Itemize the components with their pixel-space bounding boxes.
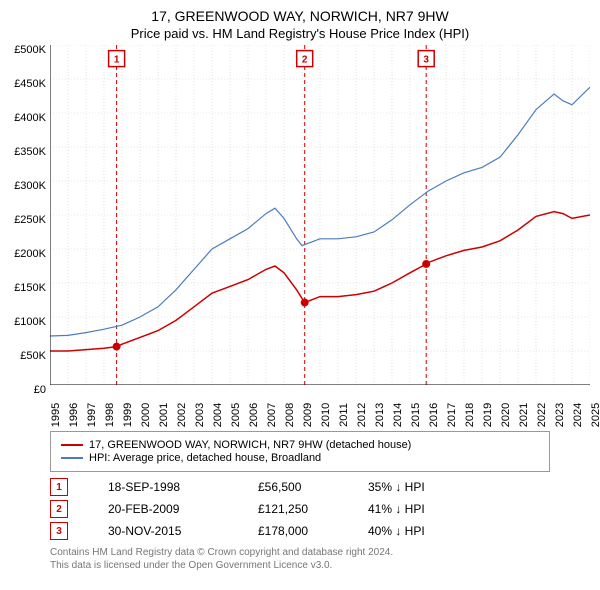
x-tick-label: 2001 bbox=[158, 403, 170, 427]
x-tick-label: 2003 bbox=[194, 403, 206, 427]
y-tick-label: £100K bbox=[14, 316, 46, 328]
x-tick-label: 2024 bbox=[572, 403, 584, 427]
legend: 17, GREENWOOD WAY, NORWICH, NR7 9HW (det… bbox=[50, 431, 550, 472]
y-tick-label: £300K bbox=[14, 180, 46, 192]
legend-row: HPI: Average price, detached house, Broa… bbox=[61, 452, 539, 464]
svg-text:2: 2 bbox=[302, 55, 308, 66]
legend-row: 17, GREENWOOD WAY, NORWICH, NR7 9HW (det… bbox=[61, 439, 539, 451]
x-tick-label: 2002 bbox=[176, 403, 188, 427]
transaction-date: 18-SEP-1998 bbox=[108, 480, 218, 494]
transaction-price: £56,500 bbox=[258, 480, 328, 494]
transaction-table: 1 18-SEP-1998 £56,500 35% ↓ HPI 2 20-FEB-2009… bbox=[50, 478, 550, 540]
x-tick-label: 2019 bbox=[482, 403, 494, 427]
y-tick-label: £350K bbox=[14, 146, 46, 158]
y-tick-label: £50K bbox=[20, 350, 46, 362]
x-tick-label: 2010 bbox=[320, 403, 332, 427]
legend-swatch-hpi bbox=[61, 457, 83, 459]
x-tick-label: 2016 bbox=[428, 403, 440, 427]
svg-text:3: 3 bbox=[423, 55, 429, 66]
x-tick-label: 2015 bbox=[410, 403, 422, 427]
x-tick-label: 2023 bbox=[554, 403, 566, 427]
x-tick-label: 2018 bbox=[464, 403, 476, 427]
x-tick-label: 1998 bbox=[104, 403, 116, 427]
legend-label: 17, GREENWOOD WAY, NORWICH, NR7 9HW (det… bbox=[89, 439, 411, 451]
x-tick-label: 1997 bbox=[86, 403, 98, 427]
transaction-date: 30-NOV-2015 bbox=[108, 524, 218, 538]
y-tick-label: £200K bbox=[14, 248, 46, 260]
footer-note: Contains HM Land Registry data © Crown c… bbox=[50, 546, 550, 572]
y-tick-label: £500K bbox=[14, 44, 46, 56]
x-axis-labels: 1995199619971998199920002001200220032004… bbox=[50, 385, 590, 423]
transaction-row: 2 20-FEB-2009 £121,250 41% ↓ HPI bbox=[50, 500, 550, 518]
x-tick-label: 2000 bbox=[140, 403, 152, 427]
chart-container: 17, GREENWOOD WAY, NORWICH, NR7 9HW Pric… bbox=[0, 0, 600, 572]
y-tick-label: £250K bbox=[14, 214, 46, 226]
transaction-marker-box: 2 bbox=[50, 500, 68, 518]
transaction-row: 3 30-NOV-2015 £178,000 40% ↓ HPI bbox=[50, 522, 550, 540]
x-tick-label: 1996 bbox=[68, 403, 80, 427]
x-tick-label: 1995 bbox=[50, 403, 62, 427]
y-tick-label: £0 bbox=[34, 384, 46, 396]
transaction-row: 1 18-SEP-1998 £56,500 35% ↓ HPI bbox=[50, 478, 550, 496]
x-tick-label: 2005 bbox=[230, 403, 242, 427]
footer-line: Contains HM Land Registry data © Crown c… bbox=[50, 546, 550, 559]
x-tick-label: 2020 bbox=[500, 403, 512, 427]
footer-line: This data is licensed under the Open Gov… bbox=[50, 559, 550, 572]
transaction-date: 20-FEB-2009 bbox=[108, 502, 218, 516]
x-tick-label: 2011 bbox=[338, 403, 350, 427]
transaction-delta: 40% ↓ HPI bbox=[368, 524, 458, 538]
x-tick-label: 2008 bbox=[284, 403, 296, 427]
x-tick-label: 2014 bbox=[392, 403, 404, 427]
svg-text:1: 1 bbox=[114, 55, 120, 66]
transaction-price: £121,250 bbox=[258, 502, 328, 516]
plot-area: 1 2 3 bbox=[50, 45, 590, 385]
title-block: 17, GREENWOOD WAY, NORWICH, NR7 9HW Pric… bbox=[0, 0, 600, 45]
transaction-price: £178,000 bbox=[258, 524, 328, 538]
x-tick-label: 2006 bbox=[248, 403, 260, 427]
line-chart-svg: 1 2 3 bbox=[50, 45, 590, 385]
y-tick-label: £400K bbox=[14, 112, 46, 124]
x-tick-label: 2025 bbox=[590, 403, 600, 427]
y-tick-label: £450K bbox=[14, 78, 46, 90]
transaction-delta: 41% ↓ HPI bbox=[368, 502, 458, 516]
y-tick-label: £150K bbox=[14, 282, 46, 294]
x-tick-label: 2004 bbox=[212, 403, 224, 427]
chart-title: 17, GREENWOOD WAY, NORWICH, NR7 9HW bbox=[0, 8, 600, 24]
x-tick-label: 2012 bbox=[356, 403, 368, 427]
transaction-delta: 35% ↓ HPI bbox=[368, 480, 458, 494]
x-tick-label: 2017 bbox=[446, 403, 458, 427]
x-tick-label: 2013 bbox=[374, 403, 386, 427]
transaction-marker-box: 3 bbox=[50, 522, 68, 540]
transaction-marker-box: 1 bbox=[50, 478, 68, 496]
x-tick-label: 2009 bbox=[302, 403, 314, 427]
legend-label: HPI: Average price, detached house, Broa… bbox=[89, 452, 321, 464]
chart-subtitle: Price paid vs. HM Land Registry's House … bbox=[0, 26, 600, 41]
y-axis-labels: £0£50K£100K£150K£200K£250K£300K£350K£400… bbox=[0, 50, 48, 390]
legend-swatch-property bbox=[61, 444, 83, 446]
x-tick-label: 2022 bbox=[536, 403, 548, 427]
x-tick-label: 1999 bbox=[122, 403, 134, 427]
x-tick-label: 2021 bbox=[518, 403, 530, 427]
x-tick-label: 2007 bbox=[266, 403, 278, 427]
